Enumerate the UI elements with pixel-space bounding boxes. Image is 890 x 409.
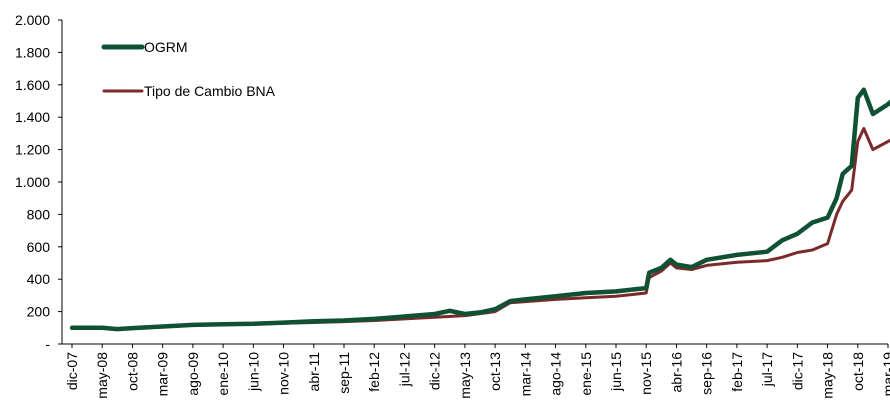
series-lines bbox=[69, 87, 890, 332]
x-axis: dic-07 may-08 oct-08 mar-09 ago-09 ene-10 jun-… bbox=[62, 343, 890, 399]
x-tick-label: mar-19 bbox=[880, 352, 890, 397]
x-tick-label: mar-14 bbox=[517, 352, 533, 397]
x-tick-label: nov-15 bbox=[638, 352, 654, 395]
x-tick-label: abr-11 bbox=[306, 352, 322, 392]
y-axis: - 200 400 600 800 1.000 1.200 1.400 1.600 1.800 2.… bbox=[15, 12, 63, 352]
legend-label: Tipo de Cambio BNA bbox=[144, 83, 276, 99]
x-tick-label: jul-17 bbox=[759, 352, 775, 387]
series-line-tipo-de-cambio-bna bbox=[70, 127, 890, 331]
x-tick-label: sep-11 bbox=[336, 352, 352, 394]
x-tick-label: nov-10 bbox=[276, 352, 292, 395]
legend-label: OGRM bbox=[144, 39, 188, 55]
y-tick-label: 600 bbox=[27, 239, 51, 255]
x-tick-label: jul-12 bbox=[396, 352, 412, 387]
x-tick-label: jun-15 bbox=[608, 352, 624, 392]
y-tick-label: 1.800 bbox=[15, 44, 50, 60]
x-tick-label: may-08 bbox=[94, 352, 110, 399]
x-tick-label: feb-12 bbox=[366, 352, 382, 392]
x-tick-label: dic-12 bbox=[427, 352, 443, 390]
x-tick-label: ene-10 bbox=[215, 352, 231, 396]
x-tick-label: jun-10 bbox=[245, 352, 261, 392]
x-tick-label: may-18 bbox=[820, 352, 836, 399]
y-tick-label: 1.600 bbox=[15, 77, 50, 93]
y-tick-label: - bbox=[45, 336, 50, 352]
x-tick-label: sep-16 bbox=[699, 352, 715, 395]
x-tick-label: oct-08 bbox=[124, 352, 140, 391]
y-tick-label: 800 bbox=[27, 206, 51, 222]
x-tick-label: ago-09 bbox=[185, 352, 201, 396]
y-tick-label: 400 bbox=[27, 271, 51, 287]
x-tick-label: may-13 bbox=[457, 352, 473, 399]
x-tick-label: dic-17 bbox=[789, 352, 805, 390]
y-tick-label: 1.000 bbox=[15, 174, 50, 190]
x-tick-label: feb-17 bbox=[729, 352, 745, 392]
x-tick-label: abr-16 bbox=[668, 352, 684, 393]
y-tick-label: 1.400 bbox=[15, 109, 50, 125]
x-tick-label: mar-09 bbox=[155, 352, 171, 397]
legend: OGRM Tipo de Cambio BNA bbox=[101, 39, 276, 99]
x-tick-label: oct-18 bbox=[850, 352, 866, 391]
x-tick-label: oct-13 bbox=[487, 352, 503, 391]
x-tick-label: ago-14 bbox=[548, 352, 564, 396]
y-tick-label: 200 bbox=[27, 304, 51, 320]
y-tick-label: 1.200 bbox=[15, 142, 50, 158]
y-tick-label: 2.000 bbox=[15, 12, 50, 28]
series-line-ogrm bbox=[69, 87, 890, 332]
x-tick-label: dic-07 bbox=[64, 352, 80, 390]
x-tick-label: ene-15 bbox=[578, 352, 594, 396]
